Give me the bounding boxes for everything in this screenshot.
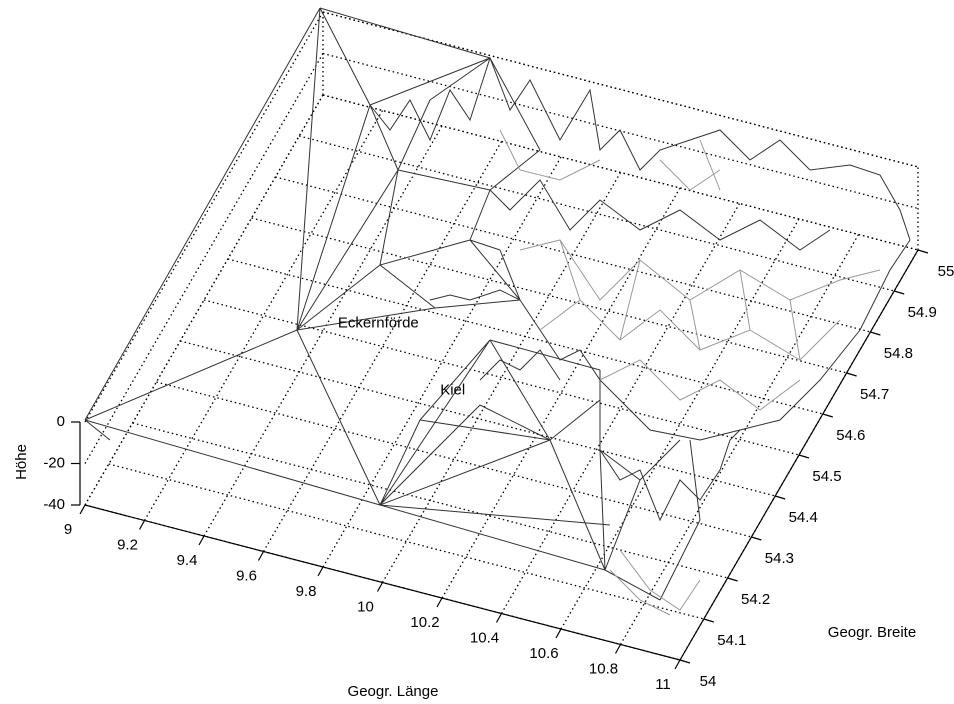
grid-line (323, 157, 561, 567)
x-tick (318, 567, 323, 576)
y-tick (918, 250, 928, 253)
y-tick (775, 496, 785, 499)
grid-line (323, 95, 918, 250)
y-axis-label: Geogr. Breite (828, 624, 916, 641)
x-tick-label: 9 (64, 521, 72, 538)
x-tick-label: 9.4 (177, 552, 198, 569)
x-tick-label: 10.8 (589, 660, 618, 677)
y-tick-label: 54.5 (812, 468, 841, 485)
y-tick-label: 54.4 (789, 509, 818, 526)
x-tick-label: 9.6 (236, 567, 257, 584)
x-tick (437, 598, 442, 607)
y-tick-label: 54.7 (860, 386, 889, 403)
x-tick (199, 536, 204, 545)
x-tick-label: 11 (655, 676, 671, 693)
x-tick-label: 10 (357, 598, 374, 615)
mesh-dense (370, 58, 910, 520)
x-axis-label: Geogr. Länge (348, 683, 439, 700)
x-tick (140, 521, 145, 530)
y-tick-label: 54.9 (908, 304, 937, 321)
y-tick-label: 54.1 (717, 632, 746, 649)
y-tick (704, 619, 714, 622)
grid-line (85, 54, 323, 464)
y-tick-label: 54 (700, 673, 717, 690)
x-tick-label: 9.2 (117, 536, 138, 553)
annotation: Eckernförde (338, 315, 419, 332)
y-tick (870, 332, 880, 335)
x-tick-label: 10.4 (470, 629, 499, 646)
grid-line (109, 464, 704, 619)
y-tick-label: 54.8 (884, 345, 913, 362)
z-tick-label: -20 (43, 454, 65, 471)
grid-line (264, 142, 502, 552)
x-tick (556, 629, 561, 638)
x-tick-label: 9.8 (296, 583, 317, 600)
grid-line (85, 12, 323, 422)
z-axis-label: Höhe (13, 444, 30, 480)
y-tick (799, 455, 809, 458)
y-tick (680, 660, 690, 663)
x-tick (259, 552, 264, 561)
z-tick-label: -40 (43, 496, 65, 513)
x-tick (80, 505, 85, 514)
z-tick-label: 0 (57, 413, 65, 430)
y-tick (894, 291, 904, 294)
x-tick (616, 645, 621, 654)
y-tick-label: 54.6 (836, 427, 865, 444)
y-tick (847, 373, 857, 376)
grid-line (502, 204, 740, 614)
x-tick (378, 583, 383, 592)
x-tick-label: 10.6 (529, 645, 558, 662)
y-tick (728, 578, 738, 581)
grid-line (299, 136, 894, 291)
chart: 9 9.2 9.4 9.6 9.8 10 10.2 10.4 10.6 10.8 11 54 54.1 5… (0, 0, 954, 704)
y-tick (823, 414, 833, 417)
x-tick (675, 660, 680, 669)
grid-line (621, 235, 859, 645)
grid-line (156, 382, 751, 537)
x-tick (497, 614, 502, 623)
y-tick-label: 54.3 (765, 550, 794, 567)
grid-line (204, 300, 799, 455)
mesh-wire (85, 8, 700, 600)
grid-line (133, 423, 728, 578)
y-tick-label: 55 (938, 263, 954, 280)
x-tick-label: 10.2 (410, 614, 439, 631)
y-tick (751, 537, 761, 540)
annotation: Kiel (440, 381, 465, 398)
grid-line (275, 177, 870, 332)
axis-layer: 9 9.2 9.4 9.6 9.8 10 10.2 10.4 10.6 10.8 11 54 54.1 5… (43, 250, 954, 693)
y-tick-label: 54.2 (741, 591, 770, 608)
